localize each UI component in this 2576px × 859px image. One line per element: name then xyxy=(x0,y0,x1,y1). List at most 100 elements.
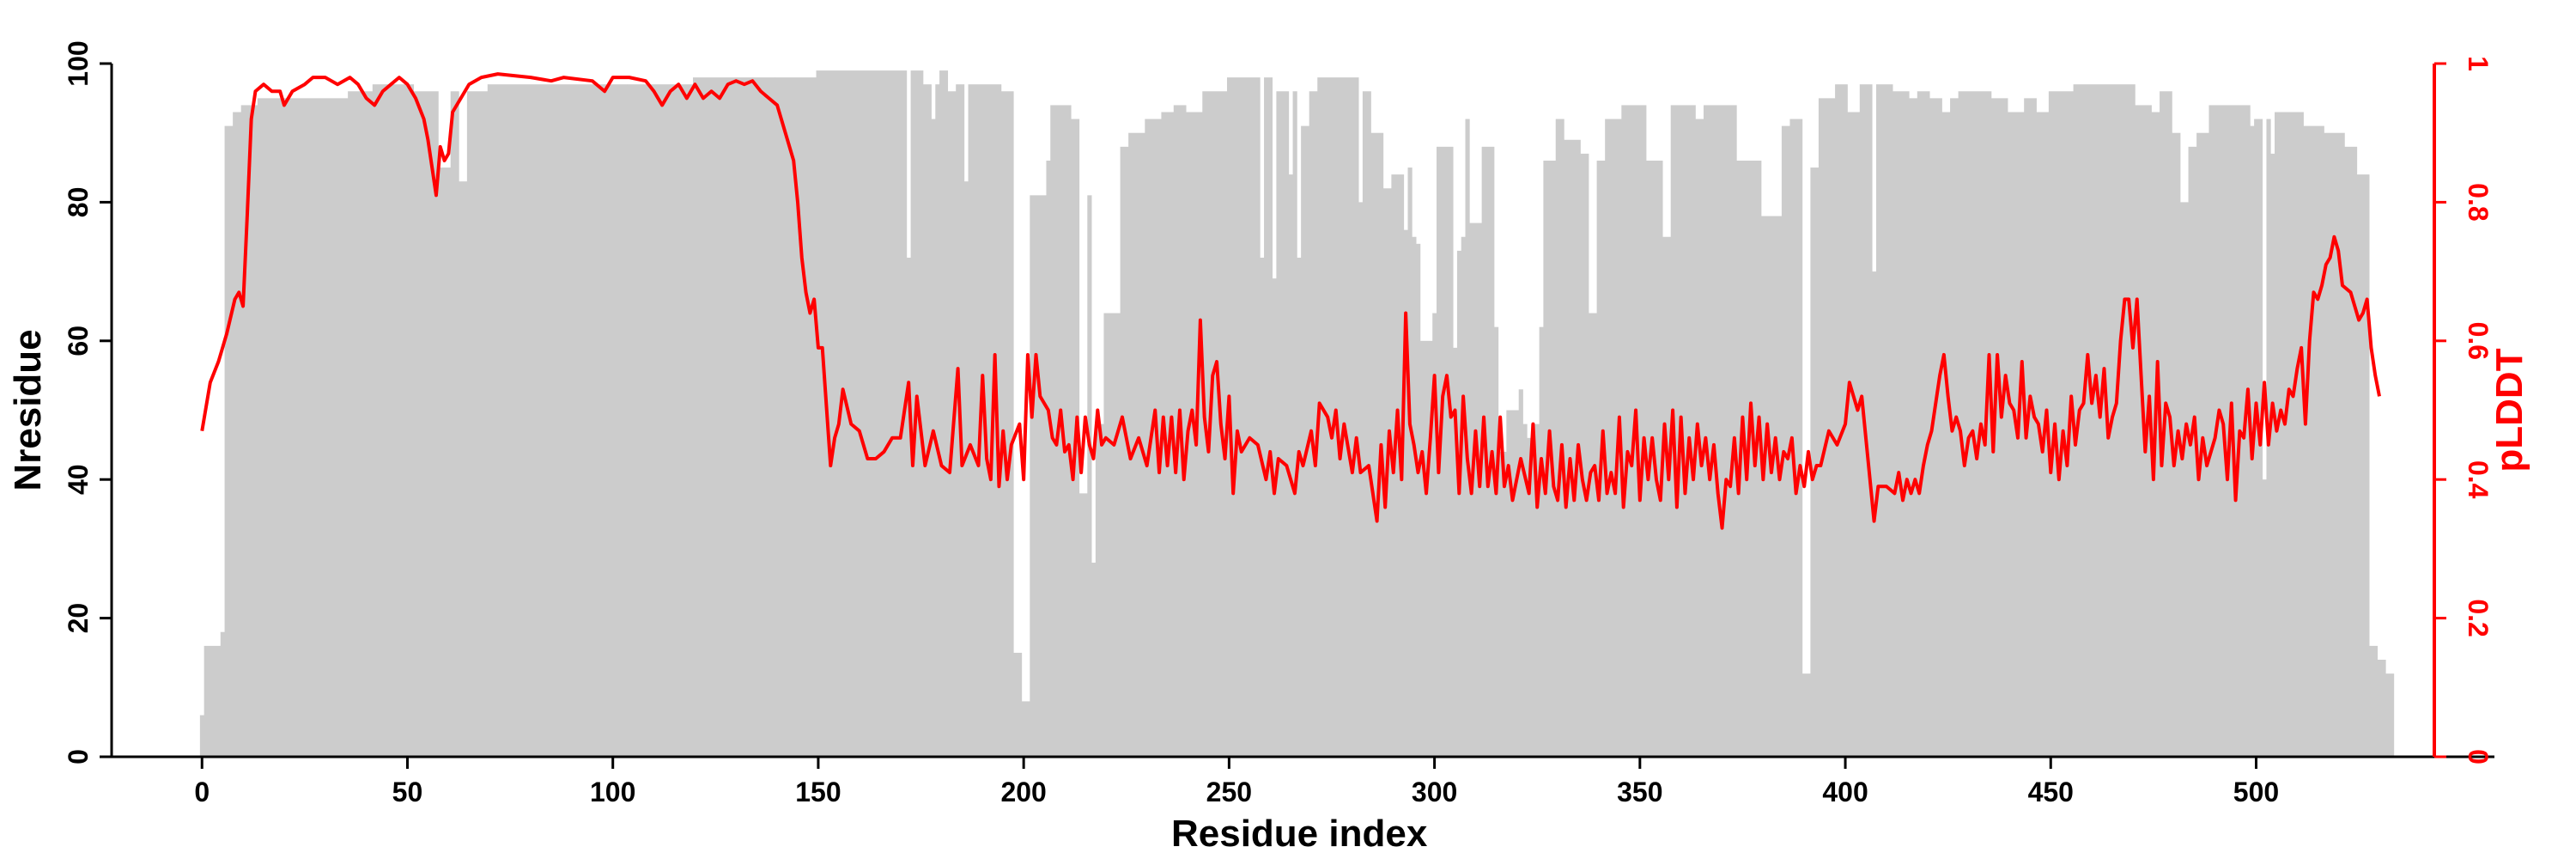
y-left-tick-label: 0 xyxy=(63,749,94,765)
nresidue-bar xyxy=(1161,112,1175,758)
y-left-tick-label: 20 xyxy=(63,603,94,634)
nresidue-bar xyxy=(1021,701,1030,757)
nresidue-bar xyxy=(1527,437,1532,757)
nresidue-bar xyxy=(1893,91,1910,757)
nresidue-bar xyxy=(1260,257,1265,758)
nresidue-bar xyxy=(405,84,415,757)
nresidue-bar xyxy=(2262,479,2267,757)
nresidue-bar xyxy=(1087,195,1092,757)
nresidue-bar xyxy=(2275,112,2304,758)
nresidue-bar xyxy=(963,181,969,757)
x-tick-label: 350 xyxy=(1617,777,1662,807)
nresidue-bar xyxy=(1000,91,1014,757)
nresidue-bar xyxy=(1580,153,1589,757)
nresidue-bar xyxy=(2344,146,2358,758)
nresidue-bar xyxy=(1543,160,1557,758)
x-tick-label: 200 xyxy=(1000,777,1046,807)
nresidue-bar xyxy=(1103,313,1121,757)
nresidue-bars xyxy=(199,70,2395,758)
nresidue-bar xyxy=(1461,236,1466,757)
nresidue-bar xyxy=(1095,423,1104,757)
nresidue-bar xyxy=(224,125,234,757)
nresidue-bar xyxy=(1412,236,1417,757)
nresidue-bar xyxy=(1437,146,1454,758)
nresidue-bar xyxy=(2369,645,2379,757)
nresidue-bar xyxy=(1531,423,1540,757)
nresidue-bar xyxy=(1078,493,1088,757)
nresidue-bar xyxy=(1605,119,1622,757)
x-tick-label: 0 xyxy=(194,777,210,807)
nresidue-bar xyxy=(466,91,489,757)
nresidue-bar xyxy=(2073,84,2136,757)
nresidue-bar xyxy=(2385,673,2395,757)
x-tick-label: 50 xyxy=(392,777,423,807)
nresidue-bar xyxy=(459,181,468,757)
nresidue-bar xyxy=(450,91,459,757)
nresidue-bar xyxy=(935,84,940,757)
nresidue-bar xyxy=(1030,195,1047,757)
nresidue-bar xyxy=(906,257,911,758)
nresidue-bar xyxy=(1909,98,1918,758)
nresidue-bar xyxy=(1264,77,1273,757)
nresidue-bar xyxy=(1432,313,1437,757)
nresidue-bar xyxy=(1498,451,1507,757)
y-right-tick-label: 1 xyxy=(2463,56,2494,71)
nresidue-bar xyxy=(1297,257,1302,758)
nresidue-bar xyxy=(372,84,406,757)
nresidue-bar xyxy=(1145,119,1162,757)
nresidue-bar xyxy=(1518,389,1523,757)
nresidue-bar xyxy=(204,645,222,757)
nresidue-bar xyxy=(257,98,349,758)
nresidue-bar xyxy=(1990,98,2008,758)
nresidue-bar xyxy=(2270,153,2275,757)
x-tick-label: 450 xyxy=(2028,777,2074,807)
nresidue-bar xyxy=(922,84,932,757)
nresidue-bar xyxy=(1835,84,1848,757)
y-right-tick-label: 0.4 xyxy=(2463,460,2494,499)
nresidue-bar xyxy=(1272,278,1277,757)
nresidue-bar xyxy=(1506,410,1520,757)
nresidue-bar xyxy=(2188,146,2197,758)
y-left-tick-label: 60 xyxy=(63,326,94,356)
nresidue-bar xyxy=(1226,77,1261,757)
y-right-tick-label: 0 xyxy=(2463,749,2494,765)
nresidue-bar xyxy=(2303,125,2324,757)
nresidue-bar xyxy=(1917,91,1930,757)
nresidue-bar xyxy=(1522,423,1528,757)
y-left-tick-label: 40 xyxy=(63,464,94,495)
nresidue-bar xyxy=(233,112,242,758)
nresidue-bar xyxy=(1370,132,1384,757)
x-tick-label: 500 xyxy=(2233,777,2279,807)
y-left-tick-label: 80 xyxy=(63,187,94,218)
x-tick-label: 250 xyxy=(1206,777,1252,807)
nresidue-bar xyxy=(1453,347,1458,757)
nresidue-bar xyxy=(1013,652,1023,757)
nresidue-bar xyxy=(1358,202,1364,757)
nresidue-bar xyxy=(348,91,374,757)
nresidue-bar xyxy=(1391,174,1405,757)
nresidue-bar xyxy=(1589,313,1597,757)
nresidue-bar xyxy=(1539,326,1544,757)
plddt-line xyxy=(200,72,2381,530)
y-left-tick-label: 100 xyxy=(63,40,94,86)
axes xyxy=(110,64,2494,758)
nresidue-bar xyxy=(1929,98,1942,758)
nresidue-bar xyxy=(1416,243,1421,757)
nresidue-bar xyxy=(1403,229,1408,757)
nresidue-bar xyxy=(1301,125,1310,757)
nresidue-bar xyxy=(1407,168,1413,758)
y-right-axis-title: pLDDT xyxy=(2488,348,2530,472)
nresidue-bar xyxy=(643,84,694,757)
nresidue-bar xyxy=(1309,91,1318,757)
nresidue-bar xyxy=(1662,236,1672,757)
y-left-axis-title: Nresidue xyxy=(7,329,49,490)
nresidue-bar xyxy=(1859,84,1873,757)
nresidue-bar xyxy=(413,91,439,757)
nresidue-bar xyxy=(1091,563,1097,757)
nresidue-bar xyxy=(939,70,949,757)
x-tick-label: 100 xyxy=(590,777,635,807)
nresidue-bar xyxy=(1564,139,1581,757)
nresidue-bar xyxy=(878,70,908,757)
y-right-tick-label: 0.8 xyxy=(2463,183,2494,221)
nresidue-bar xyxy=(1703,105,1737,758)
